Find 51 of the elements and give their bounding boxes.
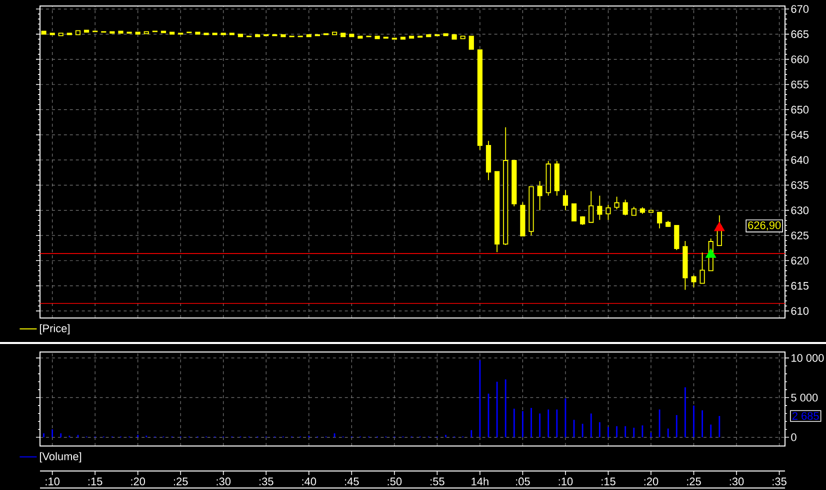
legend-label: [Volume] (40, 452, 82, 462)
x-tick-label: :35 (260, 478, 274, 486)
x-tick-label: :15 (602, 478, 616, 486)
x-tick-label: :20 (644, 478, 658, 486)
y-tick-label: 655 (791, 80, 809, 88)
y-tick-label: 650 (791, 106, 809, 114)
candlestick (656, 212, 662, 229)
y-tick-label: 610 (791, 307, 809, 315)
x-tick-label: :45 (345, 478, 359, 486)
y-tick-label: 615 (791, 282, 809, 290)
x-tick-label: :35 (772, 478, 786, 486)
y-tick-label: 10 000 (792, 354, 824, 362)
y-tick-label: 660 (791, 55, 809, 64)
y-tick-label: 5 000 (791, 394, 818, 402)
candlestick (700, 252, 705, 284)
y-tick-label: 0 (791, 433, 796, 442)
x-tick-label: :40 (302, 478, 316, 486)
x-tick-label: :55 (430, 478, 444, 486)
x-tick-label: :10 (558, 478, 573, 486)
x-tick-label: 14h (472, 477, 488, 486)
candlestick (674, 224, 680, 251)
x-tick-label: :25 (174, 478, 188, 486)
candlestick (614, 196, 620, 210)
y-tick-label: 665 (791, 30, 809, 38)
candlestick (468, 36, 474, 50)
y-tick-label: 640 (791, 156, 809, 164)
y-tick-label: 625 (791, 232, 809, 240)
x-tick-label: :30 (216, 478, 231, 486)
candlestick (597, 195, 602, 220)
candlestick (588, 190, 594, 223)
y-tick-label: 635 (791, 181, 809, 190)
y-tick-label: 645 (791, 130, 809, 139)
annotation: 626,90 (748, 221, 781, 230)
x-tick-label: :25 (687, 478, 701, 486)
candlestick (691, 274, 696, 288)
candlestick (537, 180, 542, 211)
candlestick (562, 190, 568, 211)
candlestick (606, 204, 611, 220)
x-tick-label: :50 (388, 478, 402, 486)
candlestick (571, 203, 577, 222)
x-tick-label: :15 (88, 478, 102, 486)
candlestick (622, 199, 628, 216)
y-tick-label: 620 (791, 256, 809, 265)
y-tick-label: 630 (791, 206, 809, 214)
x-tick-label: :05 (516, 478, 530, 486)
x-tick-label: :10 (46, 478, 60, 486)
y-tick-label: 670 (791, 5, 809, 13)
legend-label: [Price] (40, 324, 70, 334)
x-tick-label: :30 (730, 478, 744, 486)
x-tick-label: :20 (131, 478, 146, 486)
text: 2 685 (792, 412, 819, 420)
